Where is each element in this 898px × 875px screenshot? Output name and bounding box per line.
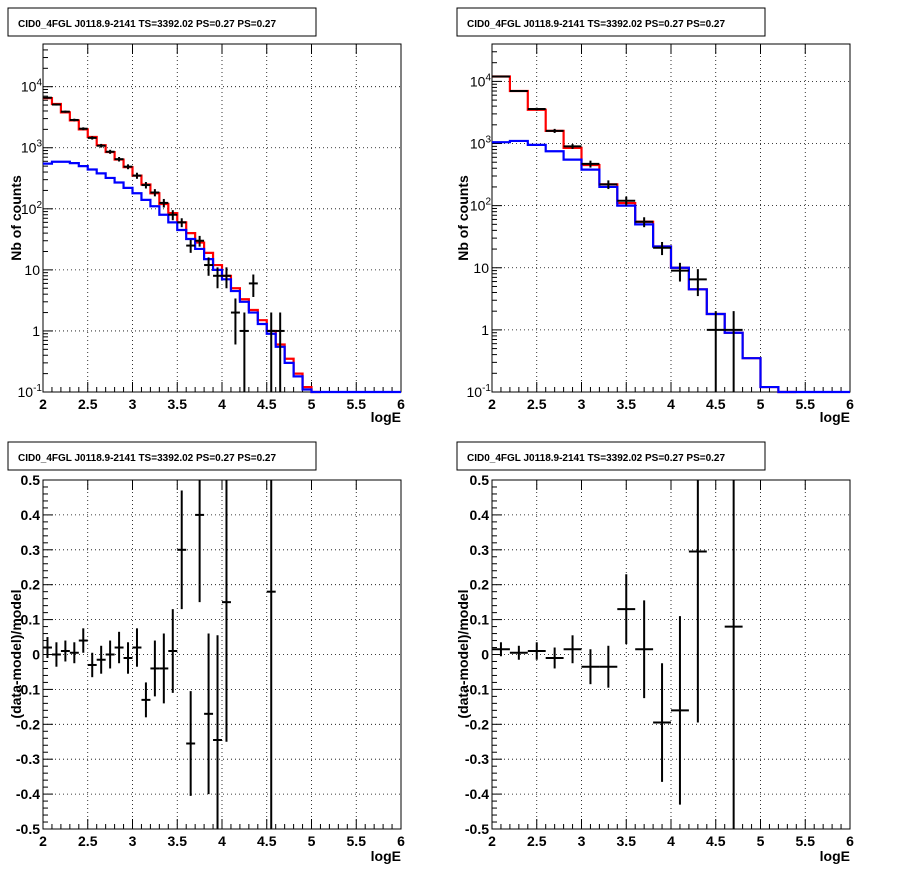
y-tick-label: 0.4 xyxy=(21,507,41,523)
x-tick-label: 4 xyxy=(218,396,226,412)
y-axis-label: Nb of counts xyxy=(455,175,471,261)
y-tick-label: 104 xyxy=(470,72,492,89)
x-tick-label: 5.5 xyxy=(796,833,816,849)
x-axis-label: logE xyxy=(820,848,850,864)
x-tick-label: 6 xyxy=(846,833,854,849)
y-tick-label: 0.3 xyxy=(21,542,41,558)
title-box xyxy=(456,441,766,471)
y-tick-label: 0.1 xyxy=(470,612,490,628)
y-tick-label: -0.2 xyxy=(16,716,40,732)
x-axis-label: logE xyxy=(371,409,401,425)
y-axis-label: (data-model)/model xyxy=(455,589,471,718)
x-tick-label: 3.5 xyxy=(168,396,188,412)
panel-title: CID0_4FGL J0118.9-2141 TS=3392.02 PS=0.2… xyxy=(18,19,276,30)
y-tick-label: -0.4 xyxy=(16,786,40,802)
x-tick-label: 3 xyxy=(578,833,586,849)
y-tick-label: 0.2 xyxy=(21,577,41,593)
x-tick-label: 5.5 xyxy=(796,396,816,412)
y-tick-label: 10-1 xyxy=(18,383,43,400)
x-tick-label: 5 xyxy=(757,833,765,849)
x-tick-label: 2 xyxy=(39,833,47,849)
y-tick-label: 0 xyxy=(481,647,489,663)
x-tick-label: 4.5 xyxy=(257,396,277,412)
y-tick-label: -0.2 xyxy=(465,716,489,732)
panel-title: CID0_4FGL J0118.9-2141 TS=3392.02 PS=0.2… xyxy=(467,453,725,464)
y-tick-label: 104 xyxy=(21,78,43,95)
x-tick-label: 5 xyxy=(757,396,765,412)
spectrum-panel-left: CID0_4FGL J0118.9-2141 TS=3392.02 PS=0.2… xyxy=(7,7,405,425)
panel-title: CID0_4FGL J0118.9-2141 TS=3392.02 PS=0.2… xyxy=(18,453,276,464)
y-tick-label: 0.4 xyxy=(470,507,490,523)
x-tick-label: 6 xyxy=(846,396,854,412)
x-tick-label: 4.5 xyxy=(706,396,726,412)
x-tick-label: 5.5 xyxy=(347,396,367,412)
y-tick-label: -0.1 xyxy=(465,681,489,697)
y-tick-label: 0.5 xyxy=(21,472,41,488)
x-tick-label: 4 xyxy=(667,833,675,849)
x-axis-label: logE xyxy=(371,848,401,864)
x-tick-label: 3.5 xyxy=(168,833,188,849)
residual-panel-right: CID0_4FGL J0118.9-2141 TS=3392.02 PS=0.2… xyxy=(455,441,854,864)
y-tick-label: 10-1 xyxy=(467,383,492,400)
component-model-histogram xyxy=(43,160,401,394)
x-tick-label: 4.5 xyxy=(257,833,277,849)
y-tick-label: 0.5 xyxy=(470,472,490,488)
x-tick-label: 2.5 xyxy=(78,833,98,849)
panel-title: CID0_4FGL J0118.9-2141 TS=3392.02 PS=0.2… xyxy=(467,19,725,30)
x-tick-label: 2 xyxy=(39,396,47,412)
x-tick-label: 4.5 xyxy=(706,833,726,849)
x-tick-label: 6 xyxy=(397,833,405,849)
title-box xyxy=(7,7,317,37)
y-tick-label: 102 xyxy=(21,200,43,217)
y-tick-label: 103 xyxy=(470,135,492,152)
y-tick-label: 10 xyxy=(24,262,40,278)
y-tick-label: -0.3 xyxy=(465,751,489,767)
y-axis-label: Nb of counts xyxy=(8,175,24,261)
title-box xyxy=(456,7,766,37)
y-tick-label: 1 xyxy=(481,322,489,338)
x-tick-label: 5.5 xyxy=(347,833,367,849)
x-tick-label: 2 xyxy=(488,833,496,849)
y-tick-label: 0 xyxy=(32,647,40,663)
x-tick-label: 3 xyxy=(129,833,137,849)
y-tick-label: -0.5 xyxy=(16,821,40,837)
title-box xyxy=(7,441,317,471)
y-tick-label: 0.3 xyxy=(470,542,490,558)
x-tick-label: 2.5 xyxy=(527,833,547,849)
y-tick-label: -0.5 xyxy=(465,821,489,837)
residual-panel-left: CID0_4FGL J0118.9-2141 TS=3392.02 PS=0.2… xyxy=(7,441,405,864)
y-axis-label: (data-model)/model xyxy=(8,589,24,718)
y-tick-label: 10 xyxy=(473,260,489,276)
x-tick-label: 4 xyxy=(667,396,675,412)
component-model-histogram xyxy=(492,139,850,394)
y-tick-label: 102 xyxy=(470,197,492,214)
x-tick-label: 3.5 xyxy=(617,396,637,412)
y-tick-label: -0.1 xyxy=(16,681,40,697)
x-tick-label: 3 xyxy=(129,396,137,412)
x-tick-label: 2 xyxy=(488,396,496,412)
y-tick-label: 0.1 xyxy=(21,612,41,628)
x-tick-label: 2.5 xyxy=(78,396,98,412)
y-tick-label: 1 xyxy=(32,323,40,339)
x-tick-label: 5 xyxy=(308,396,316,412)
x-tick-label: 2.5 xyxy=(527,396,547,412)
x-tick-label: 5 xyxy=(308,833,316,849)
x-axis-label: logE xyxy=(820,409,850,425)
y-tick-label: -0.4 xyxy=(465,786,489,802)
y-tick-label: -0.3 xyxy=(16,751,40,767)
y-tick-label: 0.2 xyxy=(470,577,490,593)
x-tick-label: 3.5 xyxy=(617,833,637,849)
x-tick-label: 4 xyxy=(218,833,226,849)
x-tick-label: 6 xyxy=(397,396,405,412)
y-tick-label: 103 xyxy=(21,139,43,156)
spectrum-panel-right: CID0_4FGL J0118.9-2141 TS=3392.02 PS=0.2… xyxy=(455,7,854,425)
x-tick-label: 3 xyxy=(578,396,586,412)
